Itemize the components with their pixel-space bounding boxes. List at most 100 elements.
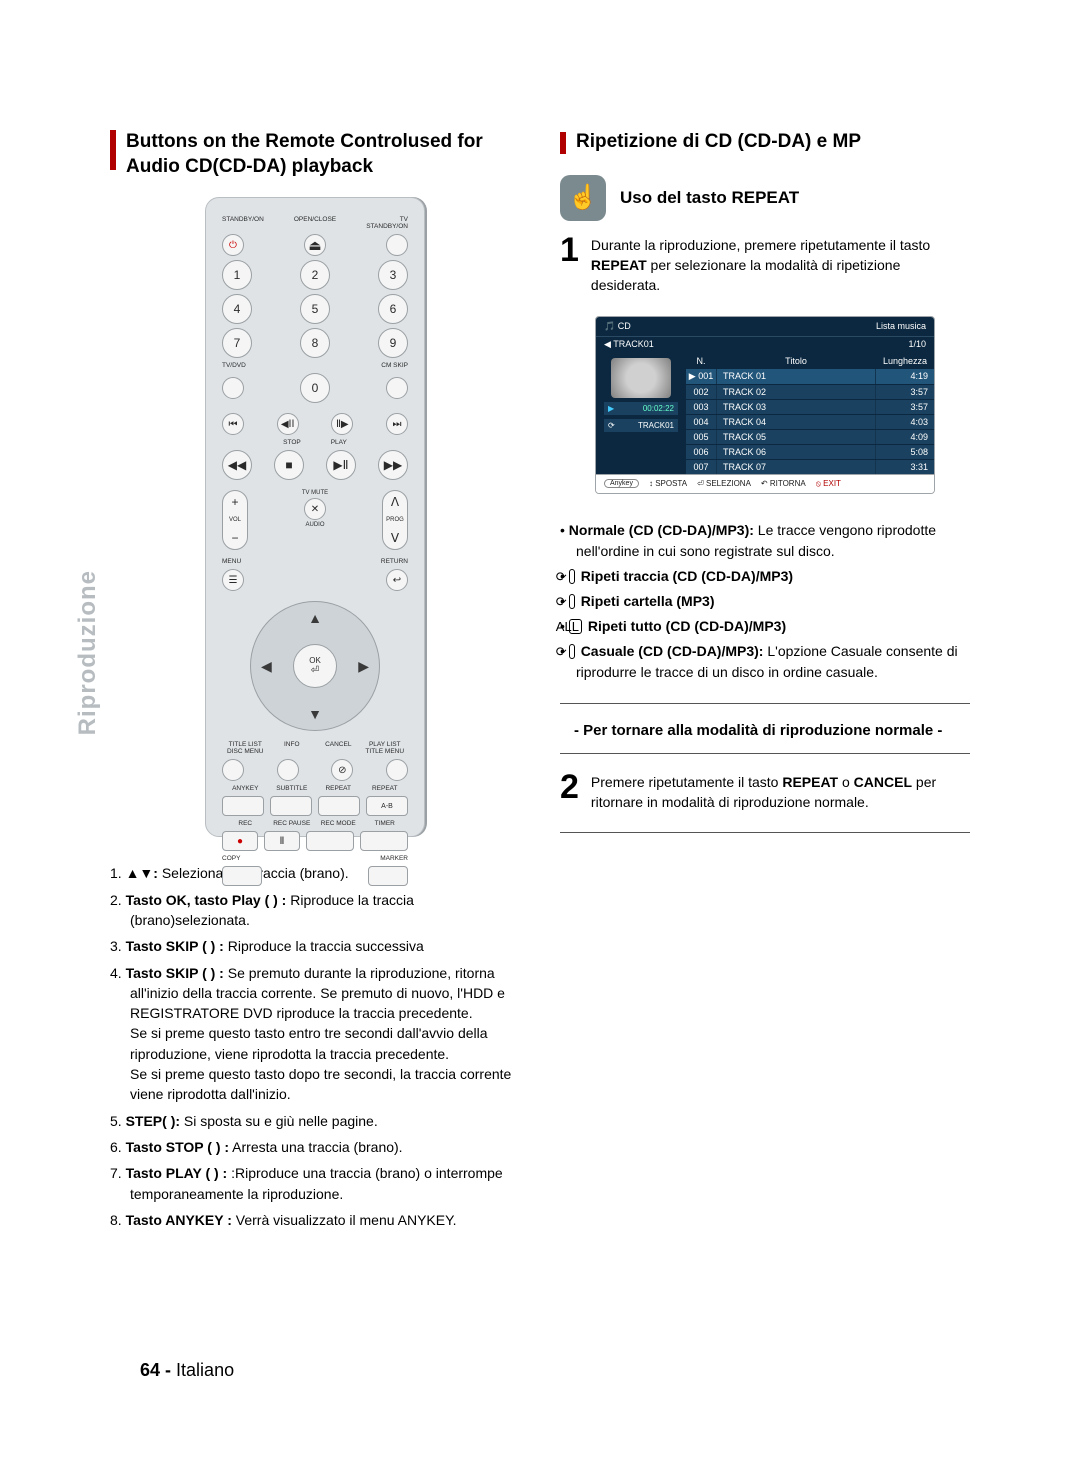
info-label: INFO [269,741,316,755]
prev-track-button[interactable]: ⏮ [222,413,244,435]
copy-label: COPY [222,855,240,862]
osd-footer: Anykey ↕ SPOSTA ⏎ SELEZIONA ↶ RITORNA ⦸ … [596,474,934,493]
dpad-up-icon: ▲ [308,610,322,626]
osd-track-row: 003TRACK 033:57 [686,399,934,414]
step-fwd-button[interactable]: Ⅱ▶ [331,413,353,435]
rec-button[interactable]: ● [222,831,258,851]
cmskip-button[interactable] [386,377,408,399]
col-length: Lunghezza [876,354,934,368]
osd-panel: 🎵 CD Lista musica ◀ TRACK01 1/10 ▶ 00:02… [595,316,935,494]
page-footer: 64 - Italiano [140,1360,234,1381]
next-track-button[interactable]: ⏭ [386,413,408,435]
tv-standby-button[interactable] [386,234,408,256]
tv-mute-button[interactable]: ✕ [304,498,326,520]
num-8-button[interactable]: 8 [300,328,330,358]
num-5-button[interactable]: 5 [300,294,330,324]
num-6-button[interactable]: 6 [378,294,408,324]
num-0-button[interactable]: 0 [300,373,330,403]
standby-label: STANDBY/ON [222,216,264,230]
marker-button[interactable] [368,866,408,886]
audio-label: AUDIO [305,522,324,528]
num-3-button[interactable]: 3 [378,260,408,290]
repeat-button[interactable] [318,796,360,816]
osd-track-row: ▶ 001TRACK 014:19 [686,368,934,384]
anykey-pill-icon: Anykey [604,479,639,488]
repeat-modes-list: • Normale (CD (CD-DA)/MP3): Le tracce ve… [560,520,970,683]
sub-heading-text: Uso del tasto REPEAT [620,188,799,208]
rewind-button[interactable]: ◀◀ [222,450,252,480]
repeat-label: REPEAT [315,785,362,792]
num-7-button[interactable]: 7 [222,328,252,358]
repeat-mode-icon: ⟳ [569,644,575,659]
standby-button[interactable]: ⏻ [222,234,244,256]
fast-forward-button[interactable]: ▶▶ [378,450,408,480]
play-list-label: PLAY LIST TITLE MENU [362,741,409,755]
repeat-ab-button[interactable]: A-B [366,796,408,816]
rec-label: REC [222,820,269,827]
step-1: 1 Durante la riproduzione, premere ripet… [560,235,970,296]
play-list-button[interactable] [386,759,408,781]
hand-press-icon: ☝ [560,175,606,221]
open-close-label: OPEN/CLOSE [264,216,366,230]
left-heading: Buttons on the Remote Controlused for Au… [110,130,520,179]
list-item: • ⟳ Ripeti traccia (CD (CD-DA)/MP3) [560,566,970,587]
osd-track-row: 005TRACK 054:09 [686,429,934,444]
eject-button[interactable]: ⏏ [304,234,326,256]
col-n: N. [686,354,716,368]
button-description-list: 1. ▲▼: Seleziona una traccia (brano).2. … [110,863,520,1230]
osd-track-table: N. Titolo Lunghezza ▶ 001TRACK 014:19002… [686,354,934,474]
osd-track-count: 1/10 [908,339,926,350]
separator-line [560,703,970,704]
step-1-number: 1 [560,235,579,296]
dpad[interactable]: ▲ ▼ ◀ ▶ OK ⏎ [250,601,380,731]
cancel-button[interactable]: ⊘ [331,759,353,781]
osd-title-left: 🎵 CD [604,321,631,332]
copy-button[interactable] [222,866,262,886]
separator-line [560,753,970,754]
step-2-text: Premere ripetutamente il tasto REPEAT o … [591,772,970,813]
menu-button[interactable]: ☰ [222,569,244,591]
timer-button[interactable] [360,831,408,851]
title-list-button[interactable] [222,759,244,781]
step-back-button[interactable]: ◀ⅠⅠ [277,413,299,435]
num-2-button[interactable]: 2 [300,260,330,290]
ok-button[interactable]: OK ⏎ [293,644,337,688]
num-4-button[interactable]: 4 [222,294,252,324]
prog-rocker[interactable]: ᐱ PROG ᐯ [382,490,408,550]
left-heading-text: Buttons on the Remote Controlused for Au… [126,130,520,179]
osd-time-row: ▶ 00:02:22 [604,402,678,415]
stop-button[interactable]: ■ [274,450,304,480]
marker-label: MARKER [380,855,408,862]
repeat-mode-icon: ALL [569,619,582,634]
volume-rocker[interactable]: + VOL − [222,490,248,550]
rec-pause-button[interactable]: Ⅱ [264,831,300,851]
page-content: Buttons on the Remote Controlused for Au… [0,0,1080,1296]
tvmute-label: TV MUTE [302,490,328,496]
list-item: 5. STEP( ): Si sposta su e giù nelle pag… [110,1111,520,1131]
right-heading: Ripetizione di CD (CD-DA) e MP [560,130,970,155]
osd-track-row: 002TRACK 023:57 [686,384,934,399]
info-button[interactable] [277,759,299,781]
anykey-button[interactable] [222,796,264,816]
osd-current-track: ◀ TRACK01 [604,339,654,350]
list-item: 8. Tasto ANYKEY : Verrà visualizzato il … [110,1210,520,1230]
list-item: 7. Tasto PLAY ( ) : :Riproduce una tracc… [110,1163,520,1204]
play-pause-button[interactable]: ▶Ⅱ [326,450,356,480]
dpad-down-icon: ▼ [308,706,322,722]
return-button[interactable]: ↩ [386,569,408,591]
tvdvd-button[interactable] [222,377,244,399]
repeat-ab-label: REPEAT [362,785,409,792]
repeat-mode-icon: ⟳ [569,569,575,584]
step-2: 2 Premere ripetutamente il tasto REPEAT … [560,772,970,813]
return-heading: - Per tornare alla modalità di riproduzi… [574,722,970,739]
sub-heading-row: ☝ Uso del tasto REPEAT [560,175,970,221]
rec-mode-button[interactable] [306,831,354,851]
osd-track-row: 006TRACK 065:08 [686,444,934,459]
red-bar-icon [560,132,566,154]
num-9-button[interactable]: 9 [378,328,408,358]
osd-screenshot: 🎵 CD Lista musica ◀ TRACK01 1/10 ▶ 00:02… [560,316,970,494]
menu-label: MENU [222,558,241,565]
subtitle-button[interactable] [270,796,312,816]
num-1-button[interactable]: 1 [222,260,252,290]
list-item: • ALL Ripeti tutto (CD (CD-DA)/MP3) [560,616,970,637]
